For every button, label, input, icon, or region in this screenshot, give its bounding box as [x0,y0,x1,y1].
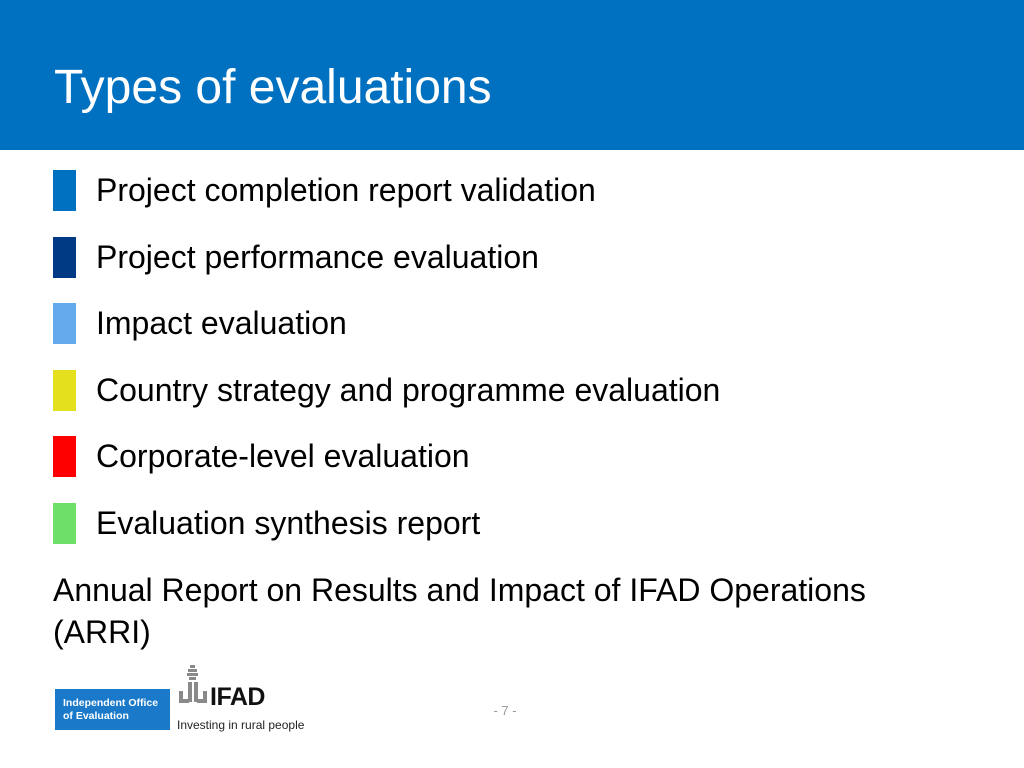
list-item-label: Evaluation synthesis report [96,505,481,541]
list-item-label: Corporate-level evaluation [96,438,470,474]
ioe-logo: Independent Office of Evaluation [55,689,170,730]
ifad-logo: IFAD Investing in rural people [177,663,317,738]
arri-text: Annual Report on Results and Impact of I… [53,572,866,650]
ifad-wordmark: IFAD [210,683,265,711]
color-square-icon [53,370,76,411]
slide-title: Types of evaluations [54,61,492,114]
page-number: - 7 - [493,703,517,718]
list-item: Evaluation synthesis report [0,503,1024,544]
list-item: Project performance evaluation [0,237,1024,278]
list-item: Project completion report validation [0,170,1024,211]
color-square-icon [53,170,76,211]
ioe-logo-line2: of Evaluation [63,710,129,722]
list-item-label: Project completion report validation [96,172,596,208]
ioe-logo-line1: Independent Office [63,697,159,709]
list-item: Country strategy and programme evaluatio… [0,370,1024,411]
list-item: Impact evaluation [0,303,1024,344]
title-bar: Types of evaluations [0,0,1024,150]
list-item-label: Project performance evaluation [96,239,539,275]
ifad-tagline: Investing in rural people [177,718,305,732]
wheat-emblem-icon [179,665,207,703]
color-square-icon [53,436,76,477]
list-item: Corporate-level evaluation [0,436,1024,477]
list-item-label: Impact evaluation [96,305,347,341]
color-square-icon [53,303,76,344]
list-item-label: Country strategy and programme evaluatio… [96,372,721,408]
color-square-icon [53,503,76,544]
color-square-icon [53,237,76,278]
